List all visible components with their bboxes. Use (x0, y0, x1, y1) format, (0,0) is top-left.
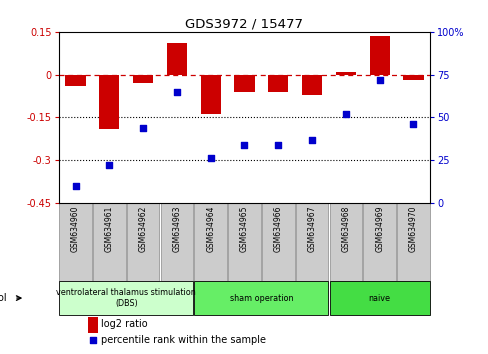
Bar (99, 75, 119, 129)
Text: GSM634964: GSM634964 (206, 205, 215, 252)
Text: GSM634969: GSM634969 (374, 205, 384, 252)
Bar (329, 203, 361, 281)
Bar (396, 203, 429, 281)
Point (89, 337, 97, 343)
Text: log2 ratio: log2 ratio (101, 319, 148, 329)
Bar (88, 317, 98, 333)
Text: GSM634960: GSM634960 (71, 205, 80, 252)
Bar (59, 281, 193, 315)
Text: percentile rank within the sample: percentile rank within the sample (101, 335, 266, 345)
Bar (59, 203, 92, 281)
Text: ventrolateral thalamus stimulation
(DBS): ventrolateral thalamus stimulation (DBS) (56, 289, 196, 308)
Bar (194, 203, 226, 281)
Bar (127, 203, 159, 281)
Bar (93, 203, 125, 281)
Point (274, 142, 282, 148)
Bar (363, 203, 395, 281)
Bar (262, 203, 294, 281)
Text: GSM634967: GSM634967 (307, 205, 316, 252)
Point (105, 162, 113, 168)
Point (139, 125, 147, 130)
Bar (403, 75, 423, 80)
Bar (369, 36, 389, 75)
Text: GSM634963: GSM634963 (172, 205, 181, 252)
Text: sham operation: sham operation (229, 293, 292, 303)
Title: GDS3972 / 15477: GDS3972 / 15477 (185, 18, 303, 31)
Text: GSM634961: GSM634961 (104, 205, 114, 252)
Text: GSM634966: GSM634966 (273, 205, 282, 252)
Point (240, 142, 248, 148)
Point (72, 183, 80, 189)
Point (206, 155, 214, 161)
Text: GSM634970: GSM634970 (408, 205, 417, 252)
Bar (329, 281, 429, 315)
Text: GSM634965: GSM634965 (240, 205, 248, 252)
Bar (65, 75, 85, 86)
Point (375, 77, 383, 82)
Bar (194, 281, 327, 315)
Text: protocol: protocol (0, 293, 7, 303)
Point (408, 121, 416, 127)
Bar (301, 75, 322, 95)
Bar (267, 75, 288, 92)
Bar (166, 43, 187, 75)
Bar (335, 72, 355, 75)
Text: GSM634962: GSM634962 (139, 205, 147, 252)
Bar (228, 203, 260, 281)
Text: naive: naive (368, 293, 390, 303)
Point (307, 137, 315, 142)
Text: GSM634968: GSM634968 (341, 205, 349, 252)
Bar (295, 203, 327, 281)
Bar (133, 75, 153, 83)
Point (341, 111, 349, 117)
Point (173, 89, 181, 95)
Bar (234, 75, 254, 92)
Bar (161, 203, 193, 281)
Bar (200, 75, 221, 114)
